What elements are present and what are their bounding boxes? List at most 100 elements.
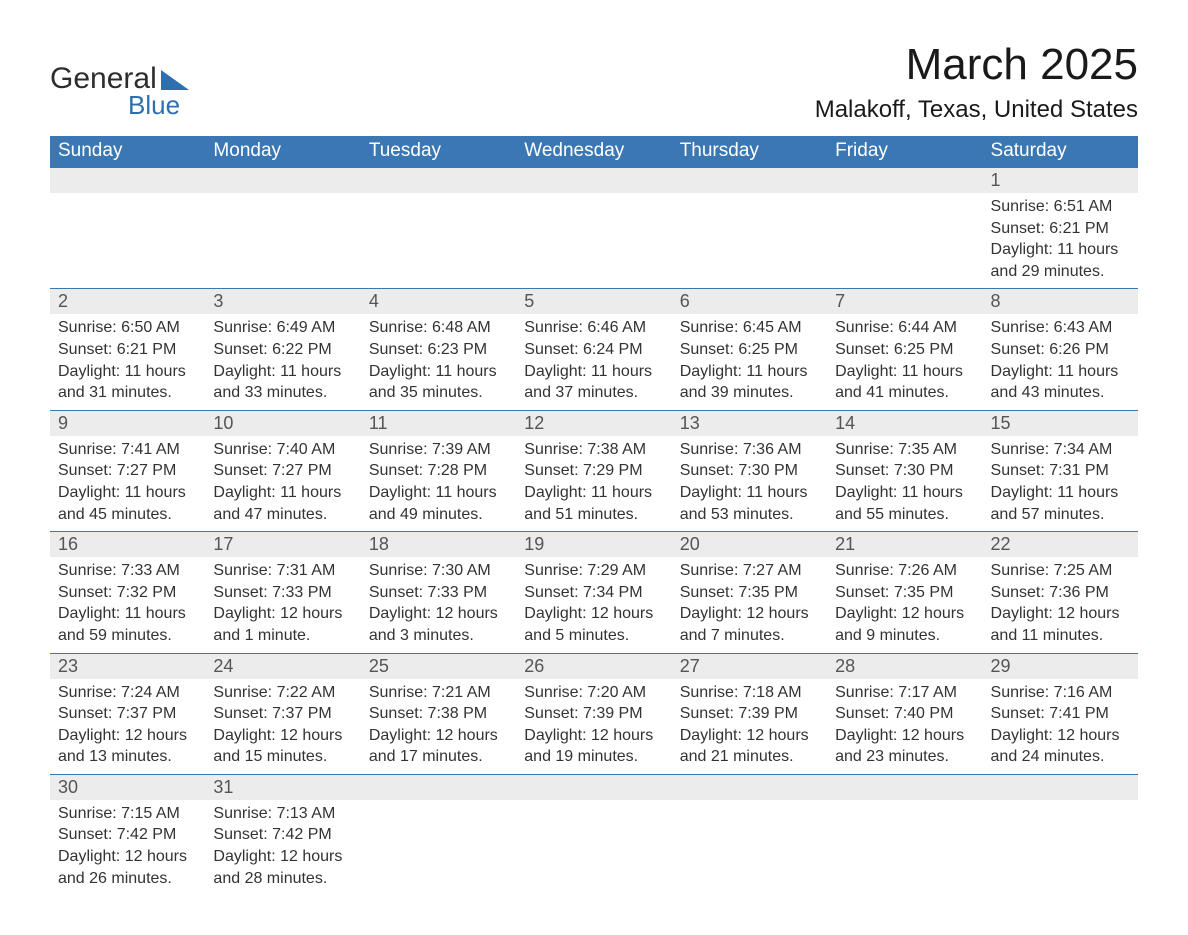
- day-detail-cell: Sunrise: 6:45 AMSunset: 6:25 PMDaylight:…: [672, 314, 827, 410]
- sunset-text: Sunset: 7:35 PM: [835, 582, 974, 604]
- day-number-row: 16171819202122: [50, 532, 1138, 558]
- weekday-header: Wednesday: [516, 136, 671, 167]
- daylight-text: Daylight: 11 hours and 37 minutes.: [524, 361, 663, 404]
- sunset-text: Sunset: 7:40 PM: [835, 703, 974, 725]
- day-number-cell: 12: [516, 410, 671, 436]
- day-number-cell: 6: [672, 289, 827, 315]
- day-detail-cell: Sunrise: 6:46 AMSunset: 6:24 PMDaylight:…: [516, 314, 671, 410]
- sunset-text: Sunset: 6:24 PM: [524, 339, 663, 361]
- day-number-cell: 19: [516, 532, 671, 558]
- day-number-cell: 23: [50, 653, 205, 679]
- daylight-text: Daylight: 11 hours and 55 minutes.: [835, 482, 974, 525]
- day-detail-cell: Sunrise: 7:15 AMSunset: 7:42 PMDaylight:…: [50, 800, 205, 895]
- day-detail-cell: Sunrise: 7:20 AMSunset: 7:39 PMDaylight:…: [516, 679, 671, 775]
- day-number-cell: 29: [983, 653, 1138, 679]
- sunset-text: Sunset: 7:37 PM: [213, 703, 352, 725]
- daylight-text: Daylight: 11 hours and 41 minutes.: [835, 361, 974, 404]
- empty-cell: [50, 167, 205, 193]
- day-number-row: 9101112131415: [50, 410, 1138, 436]
- empty-cell: [983, 774, 1138, 800]
- day-number-cell: 21: [827, 532, 982, 558]
- sunrise-text: Sunrise: 7:34 AM: [991, 439, 1130, 461]
- daylight-text: Daylight: 11 hours and 59 minutes.: [58, 603, 197, 646]
- day-number-cell: 22: [983, 532, 1138, 558]
- day-number-row: 2345678: [50, 289, 1138, 315]
- empty-cell: [205, 193, 360, 289]
- empty-cell: [516, 774, 671, 800]
- sunset-text: Sunset: 7:29 PM: [524, 460, 663, 482]
- day-number-cell: 9: [50, 410, 205, 436]
- sunrise-text: Sunrise: 7:33 AM: [58, 560, 197, 582]
- header: General Blue March 2025 Malakoff, Texas,…: [50, 40, 1138, 124]
- sunset-text: Sunset: 7:27 PM: [213, 460, 352, 482]
- sunset-text: Sunset: 7:32 PM: [58, 582, 197, 604]
- sunrise-text: Sunrise: 7:30 AM: [369, 560, 508, 582]
- day-number-cell: 4: [361, 289, 516, 315]
- day-detail-cell: Sunrise: 7:31 AMSunset: 7:33 PMDaylight:…: [205, 557, 360, 653]
- sunrise-text: Sunrise: 7:40 AM: [213, 439, 352, 461]
- day-detail-cell: Sunrise: 7:30 AMSunset: 7:33 PMDaylight:…: [361, 557, 516, 653]
- empty-cell: [361, 193, 516, 289]
- sunset-text: Sunset: 7:34 PM: [524, 582, 663, 604]
- sunrise-text: Sunrise: 7:41 AM: [58, 439, 197, 461]
- daylight-text: Daylight: 11 hours and 43 minutes.: [991, 361, 1130, 404]
- day-number-cell: 26: [516, 653, 671, 679]
- empty-cell: [827, 193, 982, 289]
- sunset-text: Sunset: 7:39 PM: [524, 703, 663, 725]
- title-block: March 2025 Malakoff, Texas, United State…: [815, 40, 1138, 124]
- sunset-text: Sunset: 7:42 PM: [213, 824, 352, 846]
- sunrise-text: Sunrise: 7:38 AM: [524, 439, 663, 461]
- day-detail-cell: Sunrise: 7:24 AMSunset: 7:37 PMDaylight:…: [50, 679, 205, 775]
- empty-cell: [983, 800, 1138, 895]
- daylight-text: Daylight: 11 hours and 47 minutes.: [213, 482, 352, 525]
- day-number-cell: 10: [205, 410, 360, 436]
- empty-cell: [516, 167, 671, 193]
- day-number-row: 1: [50, 167, 1138, 193]
- empty-cell: [672, 800, 827, 895]
- day-detail-row: Sunrise: 7:41 AMSunset: 7:27 PMDaylight:…: [50, 436, 1138, 532]
- location-text: Malakoff, Texas, United States: [815, 96, 1138, 124]
- day-number-cell: 2: [50, 289, 205, 315]
- sunrise-text: Sunrise: 6:44 AM: [835, 317, 974, 339]
- sunset-text: Sunset: 6:21 PM: [58, 339, 197, 361]
- empty-cell: [50, 193, 205, 289]
- sunrise-text: Sunrise: 6:46 AM: [524, 317, 663, 339]
- sunrise-text: Sunrise: 6:43 AM: [991, 317, 1130, 339]
- brand-logo: General Blue: [50, 40, 189, 121]
- day-detail-row: Sunrise: 7:15 AM Sunset: 7:42 PMDaylight:…: [50, 800, 1138, 895]
- day-detail-cell: Sunrise: 7:13 AMSunset: 7:42 PMDaylight:…: [205, 800, 360, 895]
- sunset-text: Sunset: 6:25 PM: [680, 339, 819, 361]
- sunset-text: Sunset: 7:37 PM: [58, 703, 197, 725]
- daylight-text: Daylight: 12 hours and 28 minutes.: [213, 846, 352, 889]
- day-number-cell: 30: [50, 774, 205, 800]
- sunset-text: Sunset: 7:31 PM: [991, 460, 1130, 482]
- day-number-cell: 5: [516, 289, 671, 315]
- sunrise-text: Sunrise: 6:50 AM: [58, 317, 197, 339]
- empty-cell: [672, 167, 827, 193]
- daylight-text: Daylight: 12 hours and 9 minutes.: [835, 603, 974, 646]
- sunrise-text: Sunrise: 7:25 AM: [991, 560, 1130, 582]
- daylight-text: Daylight: 11 hours and 57 minutes.: [991, 482, 1130, 525]
- day-detail-cell: Sunrise: 6:44 AMSunset: 6:25 PMDaylight:…: [827, 314, 982, 410]
- sunrise-text: Sunrise: 7:20 AM: [524, 682, 663, 704]
- daylight-text: Daylight: 11 hours and 53 minutes.: [680, 482, 819, 525]
- sunrise-text: Sunrise: 7:13 AM: [213, 803, 352, 825]
- empty-cell: [361, 800, 516, 895]
- sunset-text: Sunset: 7:30 PM: [835, 460, 974, 482]
- day-detail-cell: Sunrise: 7:25 AMSunset: 7:36 PMDaylight:…: [983, 557, 1138, 653]
- sunset-text: Sunset: 7:27 PM: [58, 460, 197, 482]
- sunset-text: Sunset: 7:30 PM: [680, 460, 819, 482]
- sunrise-text: Sunrise: 7:16 AM: [991, 682, 1130, 704]
- day-detail-row: Sunrise: 6:51 AMSunset: 6:21 PMDaylight:…: [50, 193, 1138, 289]
- sunrise-text: Sunrise: 7:24 AM: [58, 682, 197, 704]
- weekday-header: Thursday: [672, 136, 827, 167]
- sunrise-text: Sunrise: 7:15 AM: [58, 803, 197, 825]
- sunset-text: Sunset: 7:33 PM: [369, 582, 508, 604]
- daylight-text: Daylight: 12 hours and 19 minutes.: [524, 725, 663, 768]
- day-detail-cell: Sunrise: 7:29 AMSunset: 7:34 PMDaylight:…: [516, 557, 671, 653]
- day-detail-cell: Sunrise: 7:21 AMSunset: 7:38 PMDaylight:…: [361, 679, 516, 775]
- day-number-cell: 28: [827, 653, 982, 679]
- day-number-cell: 8: [983, 289, 1138, 315]
- calendar-body: 1Sunrise: 6:51 AMSunset: 6:21 PMDaylight…: [50, 167, 1138, 895]
- sunrise-text: Sunrise: 7:26 AM: [835, 560, 974, 582]
